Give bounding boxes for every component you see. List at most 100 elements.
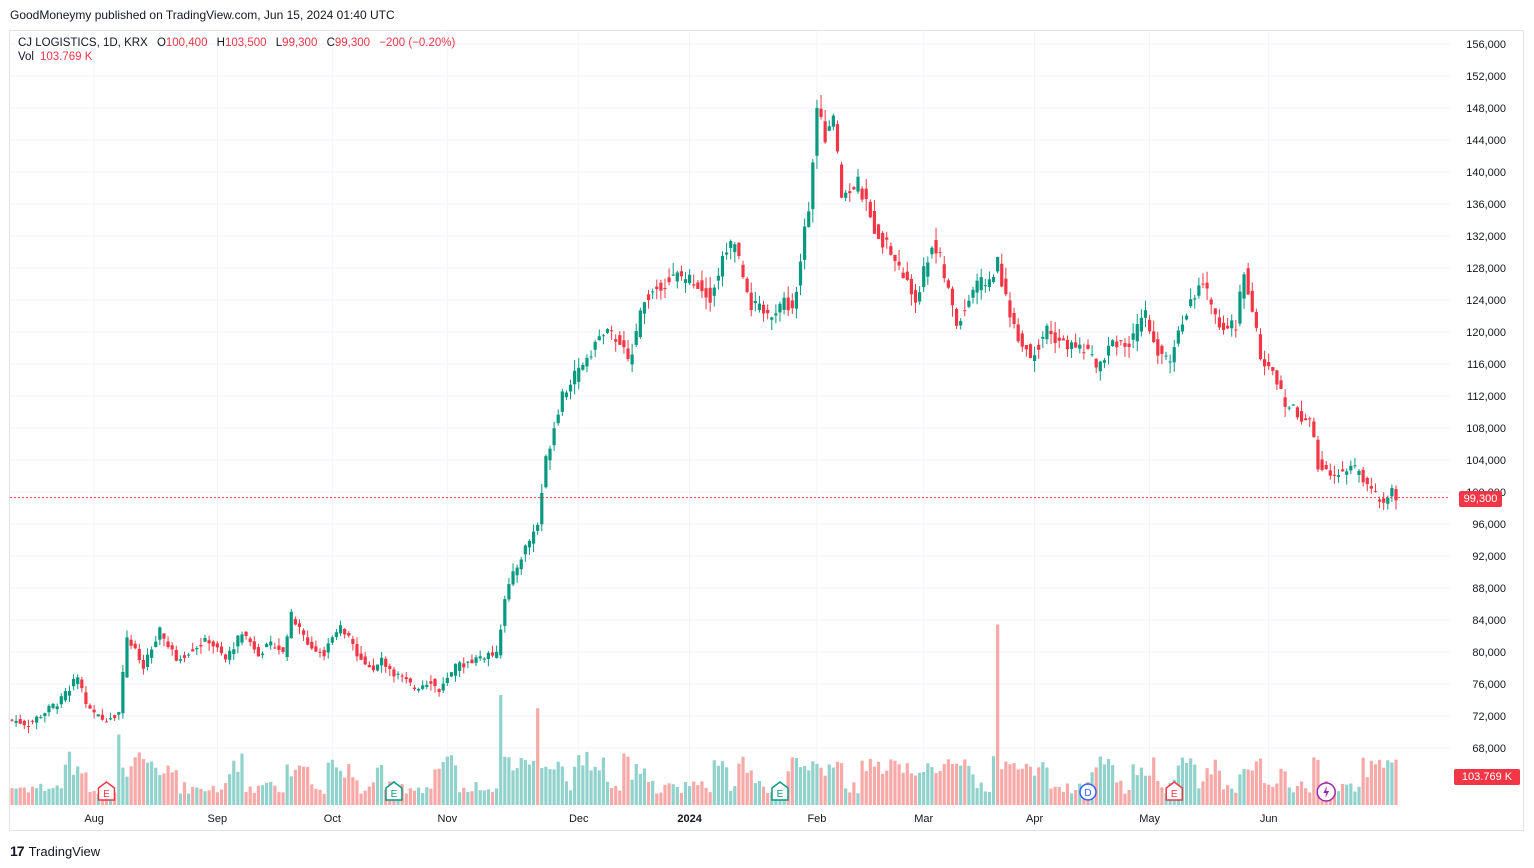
symbol-label[interactable]: CJ LOGISTICS, 1D, KRX	[18, 37, 148, 49]
volume-bar	[609, 787, 614, 805]
candle	[248, 636, 252, 647]
candle	[872, 200, 877, 234]
earnings-event-icon[interactable]: E	[771, 781, 789, 801]
candle	[897, 249, 901, 271]
candle	[630, 343, 634, 372]
candle	[1373, 483, 1378, 493]
candle	[909, 274, 913, 306]
candle	[901, 267, 905, 279]
candle	[844, 189, 848, 202]
change-value: −200 (−0.20%)	[379, 37, 456, 49]
volume-bar	[987, 791, 992, 805]
x-tick-label: Feb	[807, 813, 826, 825]
candle	[1004, 267, 1008, 297]
candle	[1283, 389, 1287, 417]
volume-bar	[1291, 792, 1295, 805]
volume-bar	[655, 793, 659, 805]
volume-bar	[1345, 784, 1349, 805]
volume-bar	[1102, 764, 1107, 805]
volume-bar	[1069, 793, 1074, 805]
volume-bar	[474, 782, 478, 805]
candle	[573, 359, 577, 395]
volume-bar	[182, 782, 187, 805]
volume-bar	[1349, 783, 1353, 805]
volume-bar	[318, 789, 322, 805]
svg-text:E: E	[1171, 789, 1178, 800]
volume-bar	[1061, 791, 1065, 805]
candle	[445, 672, 449, 686]
candle	[478, 650, 482, 661]
volume-bar	[1057, 787, 1061, 805]
candle	[913, 284, 918, 314]
earnings-event-icon[interactable]: E	[97, 781, 116, 801]
svg-text:E: E	[103, 789, 110, 800]
candle	[778, 301, 782, 322]
volume-bar	[137, 752, 141, 805]
volume-bar	[864, 771, 868, 805]
candle	[186, 652, 191, 658]
volume-bar	[803, 765, 807, 805]
candle	[1275, 369, 1279, 390]
volume-bar	[1049, 788, 1053, 805]
volume-bar	[942, 764, 946, 805]
candle	[642, 301, 647, 325]
candle	[1332, 465, 1336, 484]
candle	[18, 714, 22, 725]
volume-bar	[1217, 770, 1222, 805]
volume-bar	[651, 780, 655, 805]
candle	[1365, 476, 1369, 492]
candle	[1000, 253, 1004, 288]
candle	[462, 657, 466, 674]
volume-bar	[1373, 764, 1378, 805]
earnings-event-icon[interactable]: E	[1165, 781, 1183, 801]
y-tick-label: 104,000	[1466, 455, 1506, 467]
candle	[729, 239, 733, 260]
candle	[926, 256, 930, 286]
candle	[531, 524, 536, 553]
candle	[1160, 344, 1164, 365]
candle	[700, 270, 704, 298]
volume-bar	[351, 777, 355, 805]
volume-bar	[548, 769, 552, 805]
volume-bar	[310, 784, 314, 805]
volume-bar	[1258, 758, 1263, 805]
dividend-event-icon[interactable]: D	[1079, 783, 1097, 801]
candle	[338, 620, 343, 637]
candle	[889, 242, 893, 256]
volume-bar	[1016, 769, 1020, 805]
earnings-event-icon[interactable]: E	[385, 781, 403, 801]
candle	[1316, 435, 1320, 473]
candle	[289, 608, 293, 639]
volume-bar	[1028, 766, 1033, 805]
volume-bar	[556, 761, 560, 805]
volume-bar	[367, 786, 371, 805]
candle	[930, 246, 934, 259]
candle	[458, 660, 462, 678]
volume-bar	[1312, 757, 1316, 805]
volume-bar	[589, 770, 593, 805]
volume-bar	[55, 785, 59, 805]
volume-bar	[334, 767, 339, 805]
volume-bar	[486, 789, 490, 805]
volume-bar	[708, 792, 712, 805]
x-tick-label: Apr	[1026, 813, 1043, 825]
volume-bar	[355, 780, 359, 805]
candle	[852, 186, 856, 191]
price-axis: 156,000 152,000 148,000 144,000 140,000 136,0…	[1466, 39, 1506, 755]
volume-bar	[43, 790, 47, 805]
candle	[125, 630, 129, 678]
y-tick-label: 72,000	[1472, 711, 1506, 723]
volume-bar	[80, 773, 84, 805]
candle	[881, 231, 885, 254]
split-event-icon[interactable]	[1316, 782, 1336, 802]
volume-bar	[991, 756, 996, 805]
candle	[918, 286, 922, 305]
volume-bar	[1205, 768, 1209, 805]
candle	[429, 675, 433, 691]
candle	[236, 634, 240, 654]
y-tick-label: 84,000	[1472, 615, 1506, 627]
volume-bar	[375, 767, 380, 805]
candle	[1164, 351, 1168, 360]
y-tick-label: 116,000	[1467, 359, 1506, 371]
